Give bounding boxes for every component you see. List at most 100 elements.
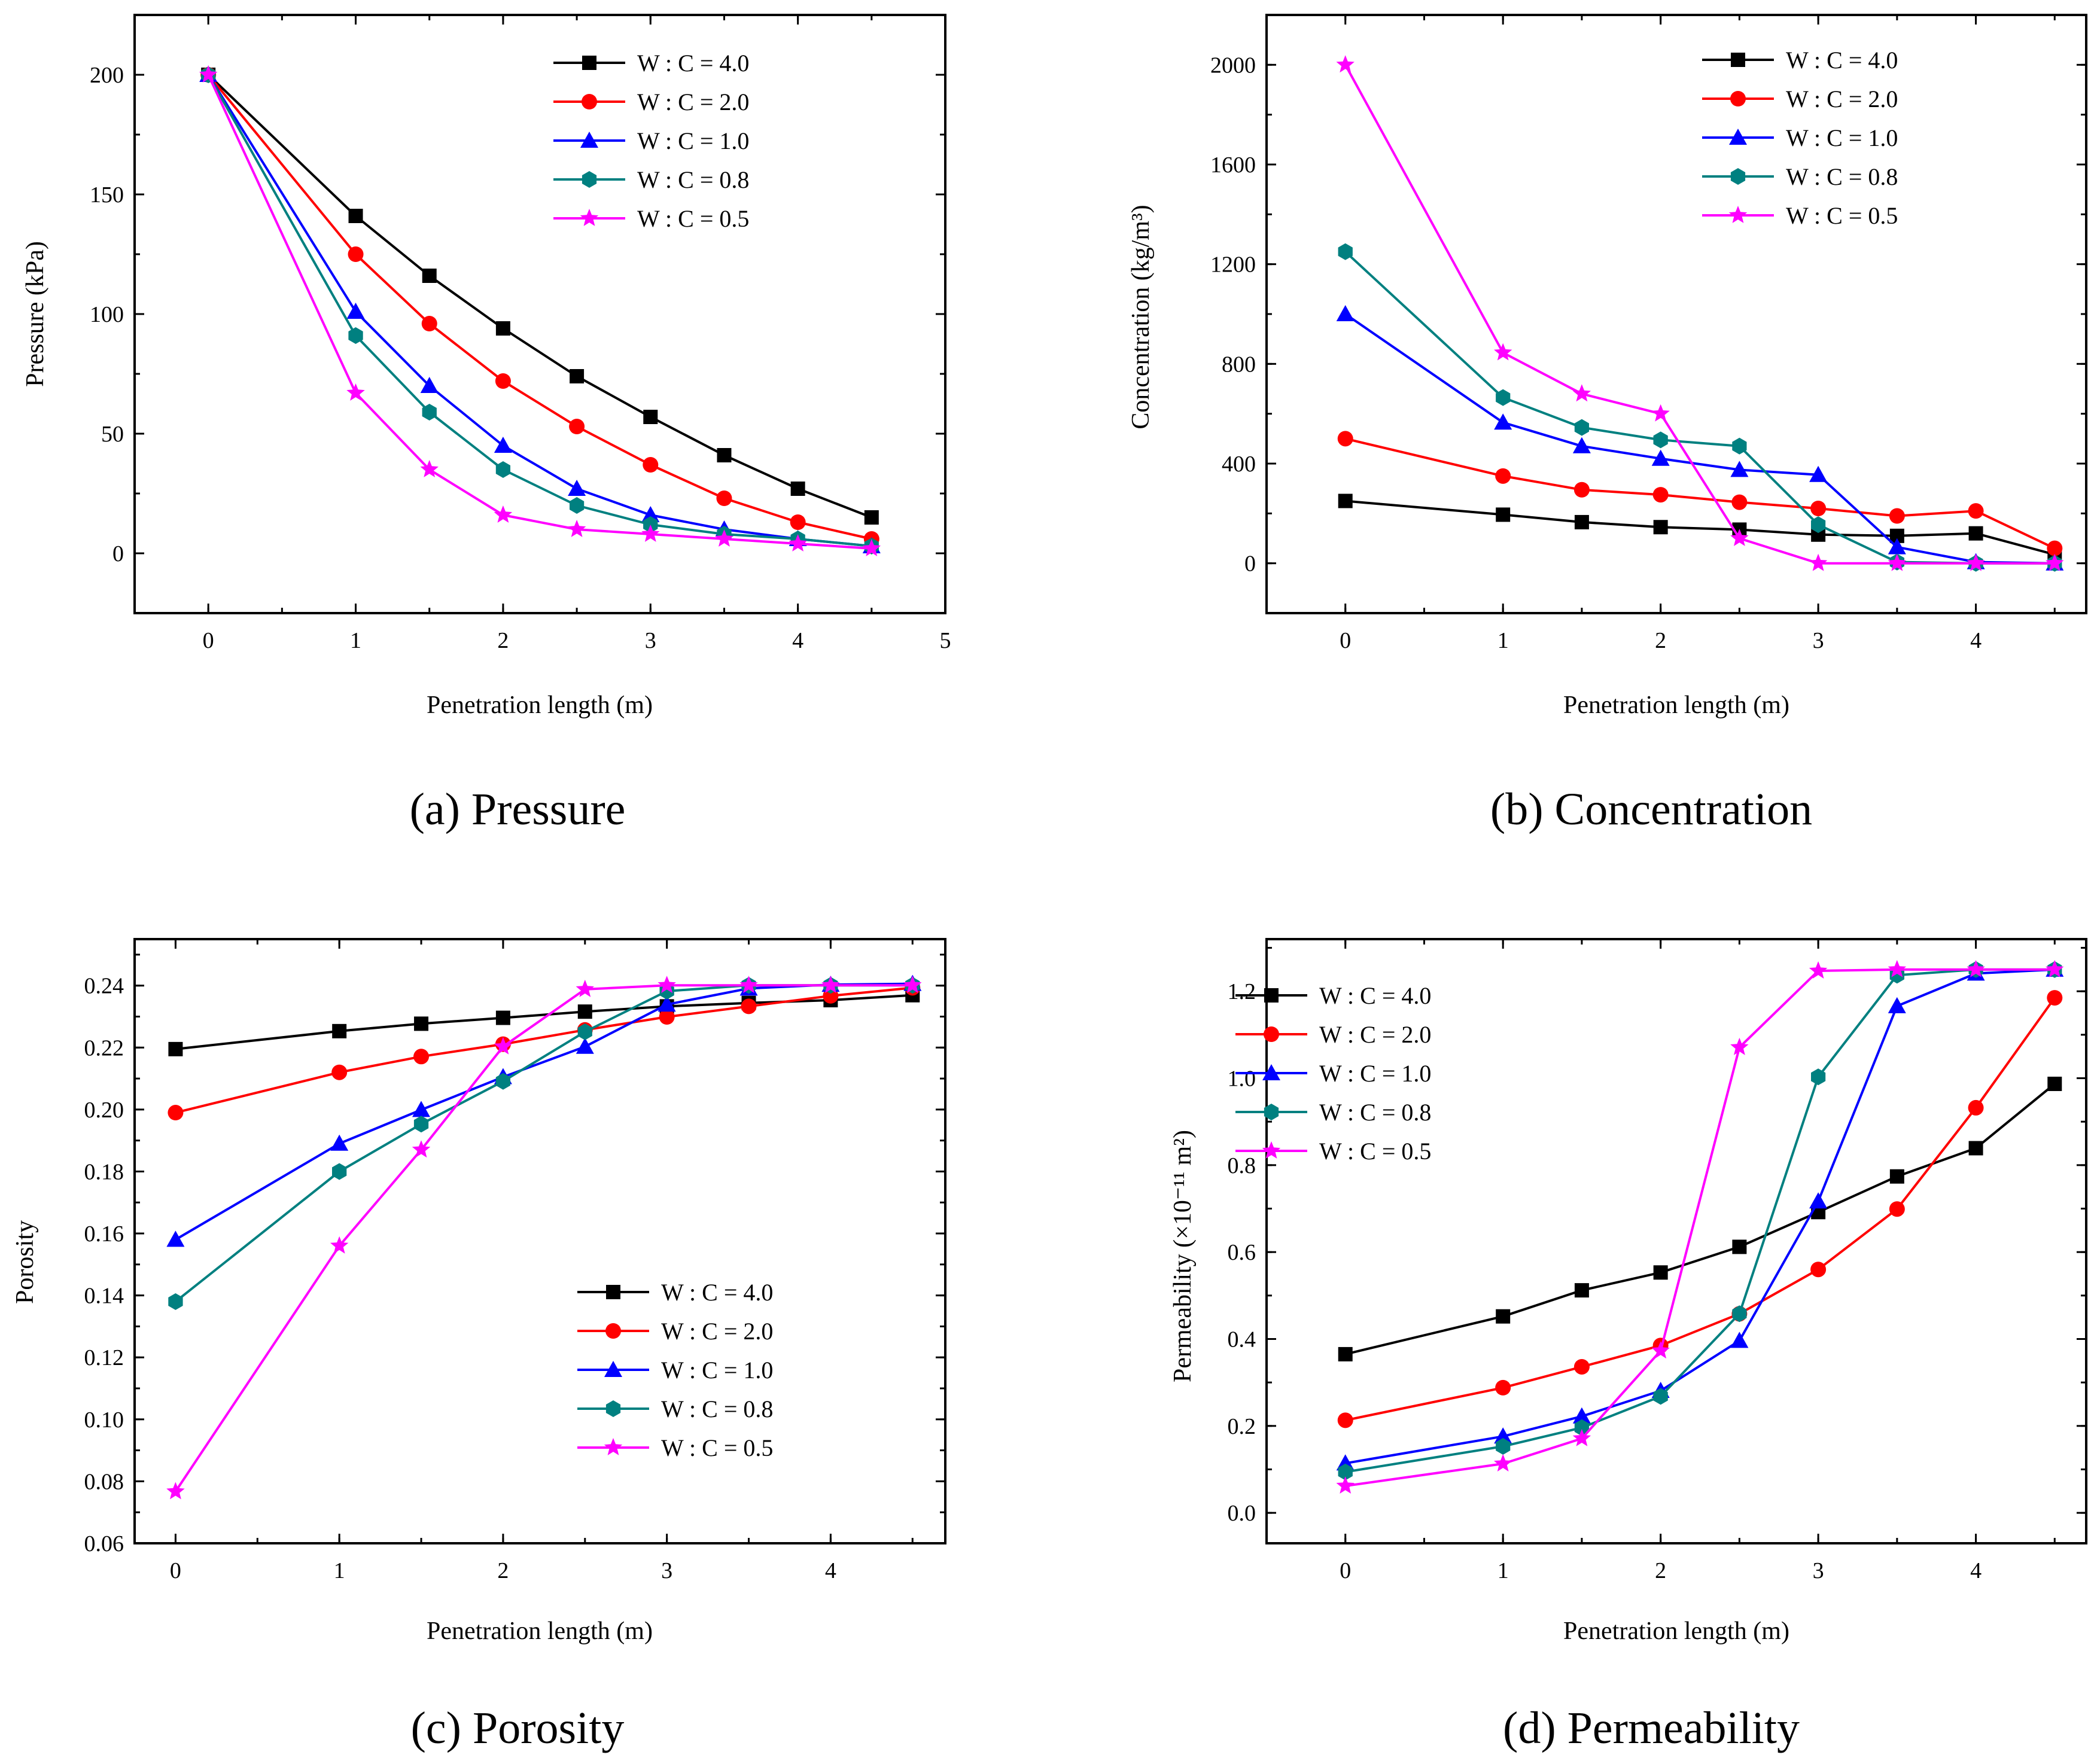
permeability-data-point [1730, 1037, 1749, 1055]
pressure-data-point [568, 480, 586, 496]
permeability-panel: 0 1 2 3 4 0.0 0.2 0.4 0.6 0.8 1.0 1.2 Penetration l… [1169, 938, 2087, 1753]
porosity-series [166, 974, 922, 1500]
porosity-legend-label: W : C = 0.8 [661, 1396, 773, 1422]
permeability-legend-label: W : C = 2.0 [1319, 1021, 1431, 1048]
porosity-data-point [495, 1073, 510, 1090]
permeability-y-axis-title: Permeability (×10⁻¹¹ m²) [1169, 1130, 1197, 1382]
pressure-data-point [643, 410, 658, 424]
porosity-data-point [577, 1004, 592, 1019]
concentration-panel: 0 1 2 3 4 0 400 800 1200 1600 2000 Penetration len… [1127, 14, 2087, 834]
pressure-data-point [715, 529, 733, 547]
permeability-y-tick-label: 0.4 [1228, 1327, 1256, 1352]
concentration-y-axis-title: Concentration (kg/m³) [1127, 205, 1155, 429]
pressure-series-line [207, 74, 872, 519]
permeability-y-tick-label: 0.2 [1228, 1414, 1256, 1439]
pressure-y-tick-label: 0 [112, 541, 124, 566]
pressure-legend-entry: W : C = 0.5 [553, 205, 749, 232]
permeability-data-point [1730, 1332, 1749, 1348]
pressure-data-point [716, 490, 732, 506]
porosity-series-line [175, 984, 913, 1303]
pressure-y-tick-label: 150 [90, 182, 124, 208]
porosity-legend-marker [605, 1400, 621, 1417]
pressure-data-point [420, 377, 439, 393]
permeability-data-point [1572, 1428, 1591, 1446]
porosity-data-point [494, 1037, 513, 1055]
pressure-legend: W : C = 4.0 W : C = 2.0 W : C = 1.0 W : C =… [553, 50, 749, 232]
pressure-legend-entry: W : C = 1.0 [553, 127, 749, 154]
permeability-legend-entry: W : C = 2.0 [1235, 1021, 1431, 1048]
porosity-y-tick-label: 0.16 [84, 1221, 124, 1247]
concentration-y-tick-label: 400 [1222, 452, 1256, 477]
porosity-legend-entry: W : C = 2.0 [577, 1318, 773, 1345]
concentration-data-point [1573, 482, 1590, 498]
permeability-legend: W : C = 4.0 W : C = 2.0 W : C = 1.0 W : C =… [1235, 982, 1431, 1165]
pressure-legend-marker [580, 209, 599, 226]
concentration-data-point [1809, 553, 1828, 571]
pressure-legend-entry: W : C = 0.8 [553, 166, 749, 193]
concentration-data-point [1731, 494, 1748, 510]
porosity-y-tick-label: 0.06 [84, 1531, 124, 1556]
porosity-data-point [576, 1037, 594, 1054]
porosity-series-line [175, 994, 913, 1050]
porosity-plot-frame [133, 938, 946, 1544]
concentration-data-point [1653, 431, 1668, 449]
permeability-ticks [1265, 939, 2086, 1543]
permeability-data-point [1811, 1068, 1826, 1086]
pressure-series-line [207, 74, 872, 547]
permeability-data-point [1889, 1201, 1905, 1217]
pressure-legend-label: W : C = 2.0 [637, 89, 749, 115]
porosity-y-tick-label: 0.10 [84, 1407, 124, 1433]
concentration-legend-marker [1730, 91, 1746, 106]
pressure-data-point [862, 539, 881, 556]
concentration-data-point [1968, 503, 1984, 519]
concentration-x-tick-label: 3 [1813, 628, 1824, 653]
pressure-data-point [570, 369, 585, 383]
porosity-data-point [413, 1049, 430, 1065]
pressure-legend-entry: W : C = 4.0 [553, 50, 749, 77]
porosity-data-point [330, 1134, 349, 1151]
permeability-series-line [1345, 968, 2055, 1473]
pressure-data-point [567, 520, 586, 537]
permeability-data-point [1495, 1379, 1511, 1396]
concentration-y-tick-label: 1600 [1210, 153, 1256, 178]
concentration-plot-frame [1265, 14, 2087, 614]
permeability-data-point [2047, 1076, 2062, 1091]
porosity-legend-label: W : C = 0.5 [661, 1434, 773, 1461]
permeability-x-axis-title: Penetration length (m) [1563, 1617, 1789, 1645]
concentration-tick-labels: 0 1 2 3 4 0 400 800 1200 1600 2000 [1210, 53, 1982, 653]
permeability-series-1 [1338, 1076, 2062, 1361]
pressure-series-4 [201, 66, 879, 555]
pressure-x-tick-label: 3 [645, 628, 656, 653]
porosity-ticks [135, 939, 945, 1544]
permeability-series-2 [1337, 990, 2063, 1428]
pressure-data-point [495, 321, 510, 336]
concentration-x-tick-label: 2 [1655, 628, 1666, 653]
concentration-data-point [1651, 404, 1670, 422]
permeability-series [1336, 959, 2064, 1494]
pressure-data-point [422, 269, 437, 283]
porosity-x-tick-label: 0 [170, 1558, 181, 1583]
concentration-series-2 [1337, 431, 2063, 556]
porosity-x-axis-title: Penetration length (m) [427, 1617, 653, 1645]
concentration-legend-entry: W : C = 1.0 [1702, 124, 1898, 151]
porosity-data-point [166, 1482, 185, 1500]
concentration-legend-entry: W : C = 0.5 [1702, 202, 1898, 229]
concentration-data-point [1888, 538, 1906, 555]
pressure-legend-label: W : C = 0.5 [637, 205, 749, 232]
concentration-data-point [1496, 507, 1511, 522]
concentration-series-line [1344, 251, 2055, 565]
concentration-data-point [1888, 553, 1907, 571]
concentration-legend-marker [1728, 206, 1748, 223]
concentration-data-point [1651, 449, 1670, 466]
porosity-data-point [412, 1140, 431, 1158]
porosity-data-point [332, 1163, 347, 1180]
permeability-x-tick-label: 4 [1970, 1558, 1982, 1583]
permeability-data-point [1809, 961, 1828, 979]
permeability-data-point [1651, 1341, 1670, 1359]
permeability-data-point [1810, 1262, 1827, 1278]
concentration-series [1336, 55, 2064, 572]
permeability-legend-label: W : C = 0.8 [1319, 1099, 1431, 1126]
pressure-series [199, 65, 881, 556]
concentration-series-line [1345, 437, 2056, 550]
